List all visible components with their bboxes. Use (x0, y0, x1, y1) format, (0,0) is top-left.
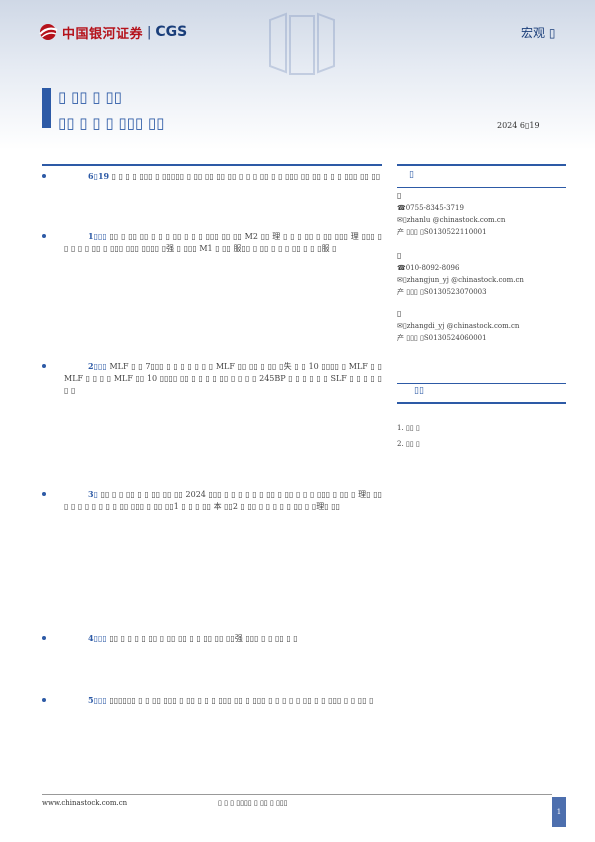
bullet-4: 3▯ ▯▯ ▯ ▯ ▯▯ ▯ ▯ ▯▯ ▯▯ ▯▯ 2024 ▯▯▯ ▯ ▯ ▯… (42, 488, 382, 513)
bullet-body: ▯▯ ▯ ▯ ▯ ▯ ▯▯ ▯ ▯▯ ▯▯ ▯ ▯ ▯▯ ▯▯ ▯▯强 ▯▯▯ … (109, 634, 298, 643)
logo-english-text: CGS (155, 24, 188, 40)
galaxy-logo-icon (39, 24, 58, 40)
bullet-head: 4▯▯▯ (88, 633, 107, 643)
bullet-6: 5▯▯▯ ▯▯▯▯▯▯ ▯ ▯ ▯▯ ▯▯▯ ▯ ▯▯ ▯ ▯ ▯ ▯▯▯ ▯▯… (42, 694, 382, 707)
bullet-dot (42, 234, 46, 238)
bullet-dot (42, 174, 46, 178)
bullet-head: 2▯▯▯ (88, 361, 107, 371)
bullet-dot (42, 636, 46, 640)
related-reports-list: 1. ▯▯ ▯ 2. ▯▯ ▯ (397, 420, 566, 452)
footer-url[interactable]: www.chinastock.com.cn (42, 799, 128, 807)
related-top-rule (397, 383, 566, 384)
bullet-dot (42, 698, 46, 702)
related-item[interactable]: 1. ▯▯ ▯ (397, 424, 420, 432)
analyst-email[interactable]: ✉▯zhangjun_yj @chinastock.com.cn (397, 276, 524, 284)
analyst-block-1: ▯ ☎0755-8345-3719 ✉▯zhanlu @chinastock.c… (397, 190, 566, 238)
main-top-rule (42, 164, 382, 166)
bullet-body: MLF ▯ ▯ 7▯▯▯ ▯ ▯ ▯ ▯ ▯ ▯ ▯ MLF ▯▯ ▯▯ ▯ ▯… (64, 362, 383, 395)
report-subtitle: ▯▯ ▯ ▯ ▯ ▯▯▯ ▯▯ (58, 114, 165, 132)
bullet-body: ▯▯ ▯ ▯▯ ▯▯ ▯ ▯ ▯ ▯▯ ▯ ▯ ▯ ▯▯▯ ▯▯ ▯▯ M2 ▯… (64, 232, 383, 253)
bullet-head: 1▯▯▯ (88, 231, 107, 241)
analyst-name: ▯ (397, 191, 402, 200)
sidebar-top-rule (397, 164, 566, 166)
analyst-email[interactable]: ✉▯zhanlu @chinastock.com.cn (397, 216, 506, 224)
bullet-body: ▯▯▯▯▯▯ ▯ ▯ ▯▯ ▯▯▯ ▯ ▯▯ ▯ ▯ ▯ ▯▯▯ ▯▯ ▯ ▯▯… (109, 696, 374, 705)
header-background (0, 0, 595, 150)
bullet-dot (42, 364, 46, 368)
page-number: 1 (552, 797, 566, 827)
bullet-1: 6▯19 ▯ ▯ ▯ ▯ ▯▯▯ ▯ ▯▯▯▯▯ ▯ ▯▯ ▯▯ ▯▯ ▯▯ ▯… (42, 170, 382, 183)
analyst-block-2: ▯ ☎010-8092-8096 ✉▯zhangjun_yj @chinasto… (397, 250, 566, 298)
footer-disclaimer: ▯ ▯ ▯ ▯▯▯▯ ▯ ▯▯ ▯ ▯▯▯ (218, 799, 288, 807)
related-title: ▯▯ (414, 386, 424, 396)
analyst-cert: 产 ▯▯▯ ▯S0130523070003 (397, 288, 487, 296)
report-type: 宏观 ▯ (521, 26, 556, 40)
bullet-2: 1▯▯▯ ▯▯ ▯ ▯▯ ▯▯ ▯ ▯ ▯ ▯▯ ▯ ▯ ▯ ▯▯▯ ▯▯ ▯▯… (42, 230, 382, 255)
analyst-block-3: ▯ ✉▯zhangdi_yj @chinastock.com.cn 产 ▯▯▯ … (397, 308, 566, 344)
footer-rule (42, 794, 552, 795)
analyst-cert: 产 ▯▯▯ ▯S0130522110001 (397, 228, 487, 236)
bullet-body: ▯ ▯ ▯ ▯ ▯▯▯ ▯ ▯▯▯▯▯ ▯ ▯▯ ▯▯ ▯▯ ▯▯ ▯ ▯ ▯ … (111, 172, 381, 181)
related-title-rule (397, 402, 566, 404)
brand-logo: 中国银河证券 | CGS (38, 22, 187, 42)
bullet-3: 2▯▯▯ MLF ▯ ▯ 7▯▯▯ ▯ ▯ ▯ ▯ ▯ ▯ ▯ MLF ▯▯ ▯… (42, 360, 382, 397)
related-item[interactable]: 2. ▯▯ ▯ (397, 440, 420, 448)
analyst-email[interactable]: ✉▯zhangdi_yj @chinastock.com.cn (397, 322, 520, 330)
report-date: 2024 6▯19 (497, 121, 540, 130)
logo-chinese-text: 中国银河证券 (62, 26, 144, 42)
cgs-watermark (269, 12, 335, 75)
analyst-cert: 产 ▯▯▯ ▯S0130524060001 (397, 334, 487, 342)
bullet-body: ▯▯ ▯ ▯ ▯▯ ▯ ▯ ▯▯ ▯▯ ▯▯ 2024 ▯▯▯ ▯ ▯ ▯ ▯ … (64, 490, 382, 511)
logo-separator: | (147, 24, 152, 40)
bullet-head: 6▯19 (88, 171, 110, 181)
bullet-head: 5▯▯▯ (88, 695, 107, 705)
bullet-dot (42, 492, 46, 496)
sidebar-title-rule (397, 187, 566, 188)
analyst-phone: ☎0755-8345-3719 (397, 204, 464, 212)
bullet-head: 3▯ (88, 489, 98, 499)
analyst-phone: ☎010-8092-8096 (397, 264, 460, 272)
report-title: ▯ ▯▯ ▯ ▯▯ (58, 88, 122, 106)
analyst-name: ▯ (397, 251, 402, 260)
title-accent-bar (42, 88, 51, 128)
sidebar-title: ▯ (409, 170, 414, 180)
bullet-5: 4▯▯▯ ▯▯ ▯ ▯ ▯ ▯ ▯▯ ▯ ▯▯ ▯▯ ▯ ▯ ▯▯ ▯▯ ▯▯强… (42, 632, 382, 645)
analyst-name: ▯ (397, 309, 402, 318)
